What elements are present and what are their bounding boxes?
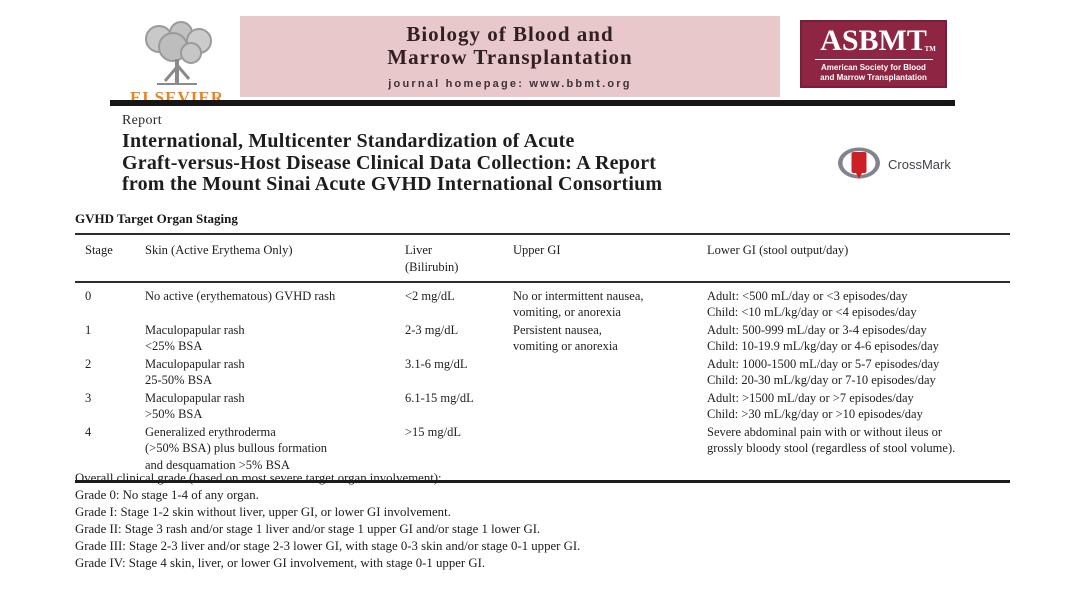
crossmark-badge[interactable]: CrossMark: [836, 141, 966, 187]
cell-lower-gi: Adult: 1000-1500 mL/day or 5-7 episodes/…: [707, 356, 940, 388]
cell-liver: <2 mg/dL: [405, 288, 455, 303]
article-type-label: Report: [122, 113, 162, 128]
journal-homepage-link[interactable]: journal homepage: www.bbmt.org: [388, 78, 632, 91]
table-body: 0 No active (erythematous) GVHD rash <2 …: [75, 283, 1010, 480]
table-caption: GVHD Target Organ Staging: [75, 211, 238, 226]
footnote-grade-2: Grade II: Stage 3 rash and/or stage 1 li…: [75, 522, 541, 536]
table-row-stage-2: 2 Maculopapular rash 25-50% BSA 3.1-6 mg…: [75, 355, 1010, 389]
article-title: International, Multicenter Standardizati…: [122, 130, 663, 195]
cell-stage: 0: [85, 288, 92, 303]
cell-stage: 1: [85, 322, 92, 337]
column-header-lower-gi: Lower GI (stool output/day): [707, 243, 849, 257]
cell-skin: Maculopapular rash 25-50% BSA: [145, 356, 245, 388]
header-divider-rule: [110, 100, 955, 106]
elsevier-logo: ELSEVIER: [118, 14, 236, 106]
footnote-grade-0: Grade 0: No stage 1-4 of any organ.: [75, 488, 259, 502]
asbmt-trademark: TM: [924, 44, 936, 53]
cell-skin: No active (erythematous) GVHD rash: [145, 288, 336, 303]
asbmt-subtitle: American Society for Blood and Marrow Tr…: [820, 62, 927, 82]
cell-lower-gi: Adult: >1500 mL/day or >7 episodes/day C…: [707, 390, 923, 422]
journal-banner: Biology of Blood and Marrow Transplantat…: [240, 16, 780, 97]
table-footnotes: Overall clinical grade (based on most se…: [75, 470, 1010, 572]
cell-stage: 3: [85, 390, 92, 405]
cell-liver: >15 mg/dL: [405, 424, 462, 439]
cell-skin: Generalized erythroderma (>50% BSA) plus…: [145, 424, 328, 472]
column-header-stage: Stage: [85, 243, 113, 257]
footnote-grade-1: Grade I: Stage 1-2 skin without liver, u…: [75, 505, 451, 519]
cell-skin: Maculopapular rash >50% BSA: [145, 390, 245, 422]
cell-lower-gi: Adult: <500 mL/day or <3 episodes/day Ch…: [707, 288, 917, 320]
cell-upper-gi: [513, 423, 707, 474]
table-header-row: Stage Skin (Active Erythema Only) Liver …: [75, 235, 1010, 283]
cell-skin: Maculopapular rash <25% BSA: [145, 322, 245, 354]
asbmt-logo: ASBMT TM American Society for Blood and M…: [800, 20, 947, 88]
asbmt-divider: [814, 58, 933, 60]
crossmark-icon: [838, 147, 880, 179]
cell-lower-gi: Severe abdominal pain with or without il…: [707, 424, 956, 456]
cell-upper-gi: [513, 389, 707, 423]
journal-title: Biology of Blood and Marrow Transplantat…: [387, 21, 633, 69]
table-row-stage-3: 3 Maculopapular rash >50% BSA 6.1-15 mg/…: [75, 389, 1010, 423]
table-row-stage-1: 1 Maculopapular rash <25% BSA 2-3 mg/dL …: [75, 321, 1010, 355]
cell-liver: 3.1-6 mg/dL: [405, 356, 468, 371]
cell-upper-gi: Persistent nausea, vomiting or anorexia: [513, 322, 618, 354]
asbmt-wordmark: ASBMT TM: [820, 23, 936, 57]
column-header-upper-gi: Upper GI: [513, 243, 561, 257]
cell-stage: 2: [85, 356, 92, 371]
cell-upper-gi: [513, 355, 707, 389]
cell-liver: 6.1-15 mg/dL: [405, 390, 474, 405]
elsevier-tree-icon: [145, 21, 212, 85]
gvhd-staging-table: Stage Skin (Active Erythema Only) Liver …: [75, 233, 1010, 483]
column-header-liver: Liver (Bilirubin): [405, 243, 459, 274]
cell-upper-gi: No or intermittent nausea, vomiting, or …: [513, 288, 644, 320]
footnote-grade-4: Grade IV: Stage 4 skin, liver, or lower …: [75, 556, 486, 570]
footnote-overall-grade: Overall clinical grade (based on most se…: [75, 471, 442, 485]
column-header-skin: Skin (Active Erythema Only): [145, 243, 293, 257]
footnote-grade-3: Grade III: Stage 2-3 liver and/or stage …: [75, 539, 581, 553]
cell-stage: 4: [85, 424, 92, 439]
cell-lower-gi: Adult: 500-999 mL/day or 3-4 episodes/da…: [707, 322, 939, 354]
crossmark-label: CrossMark: [888, 156, 951, 172]
table-row-stage-0: 0 No active (erythematous) GVHD rash <2 …: [75, 287, 1010, 321]
table-row-stage-4: 4 Generalized erythroderma (>50% BSA) pl…: [75, 423, 1010, 474]
cell-liver: 2-3 mg/dL: [405, 322, 459, 337]
